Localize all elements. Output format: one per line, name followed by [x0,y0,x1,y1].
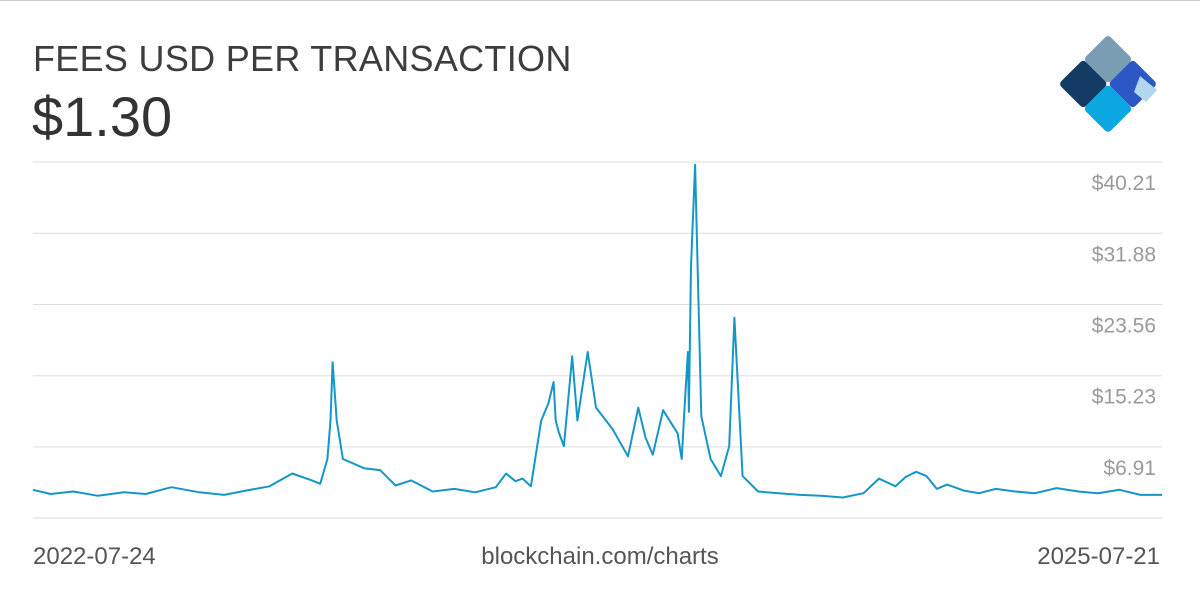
y-tick-label: $31.88 [1092,243,1156,266]
start-date-label: 2022-07-24 [33,543,156,570]
end-date-label: 2025-07-21 [1037,543,1160,570]
logo-left-tile [1060,60,1107,108]
y-tick-label: $40.21 [1092,172,1156,195]
blockchain-logo-icon [1060,36,1157,132]
y-tick-label: $6.91 [1103,457,1156,480]
current-value: $1.30 [32,85,173,148]
y-tick-label: $23.56 [1092,314,1156,337]
logo-bottom-tile [1084,85,1132,132]
y-tick-label: $15.23 [1092,386,1156,409]
chart-title: FEES USD PER TRANSACTION [33,38,572,79]
top-border [0,0,1200,1]
logo-top-tile [1084,36,1132,83]
logo-corner-tile [1134,76,1157,102]
source-link[interactable]: blockchain.com/charts [481,543,719,570]
fees-series-line [32,163,1162,499]
